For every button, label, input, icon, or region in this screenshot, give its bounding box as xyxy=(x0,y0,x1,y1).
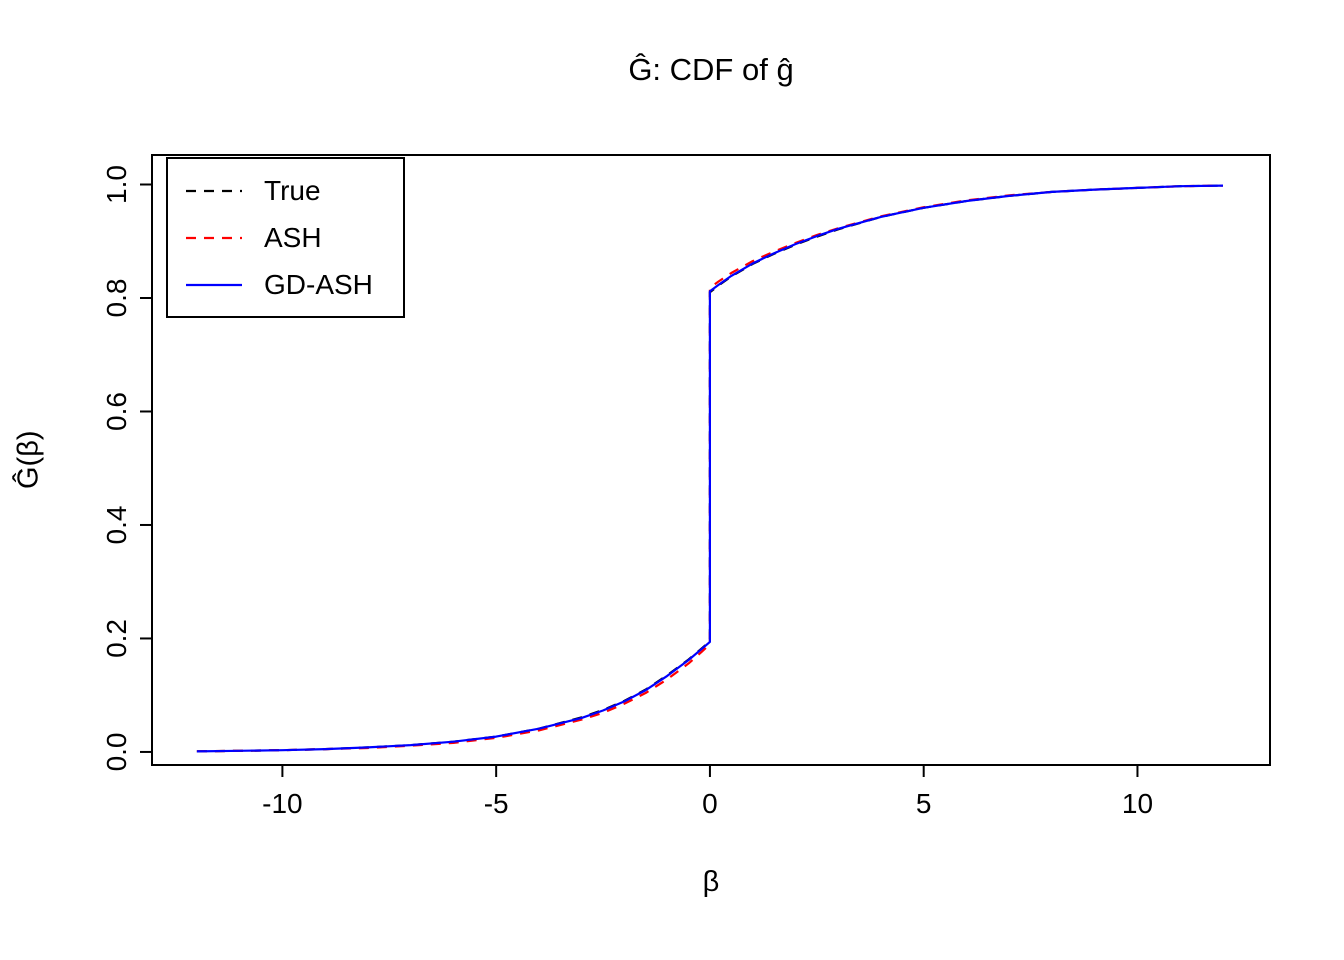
y-tick-label: 0.4 xyxy=(101,506,132,545)
legend: True ASH GD-ASH xyxy=(166,157,405,318)
x-tick-label: -10 xyxy=(262,788,302,819)
legend-line-ash xyxy=(186,236,242,239)
legend-entry-ash: ASH xyxy=(186,214,373,261)
x-tick-label: 5 xyxy=(916,788,932,819)
y-tick-label: 1.0 xyxy=(101,165,132,204)
x-axis-label: β xyxy=(702,866,720,898)
legend-label-ash: ASH xyxy=(264,221,322,253)
y-tick-label: 0.6 xyxy=(101,392,132,431)
x-tick-label: 10 xyxy=(1122,788,1153,819)
plot-box xyxy=(151,154,1271,766)
y-tick-label: 0.0 xyxy=(101,732,132,771)
series-line-gd-ash xyxy=(196,184,1224,753)
legend-label-true: True xyxy=(264,174,321,206)
legend-line-gd-ash xyxy=(186,283,242,286)
y-tick-label: 0.8 xyxy=(101,279,132,318)
x-tick-label: -5 xyxy=(484,788,509,819)
legend-entry-true: True xyxy=(186,167,373,214)
legend-line-true xyxy=(186,189,242,192)
y-axis-label: Ĝ(β) xyxy=(12,430,45,490)
x-tick-label: 0 xyxy=(702,788,718,819)
plot-title: Ĝ: CDF of ĝ xyxy=(628,52,794,87)
legend-label-gd-ash: GD-ASH xyxy=(264,268,373,300)
y-tick-label: 0.2 xyxy=(101,619,132,658)
legend-entry-gd-ash: GD-ASH xyxy=(186,261,373,308)
